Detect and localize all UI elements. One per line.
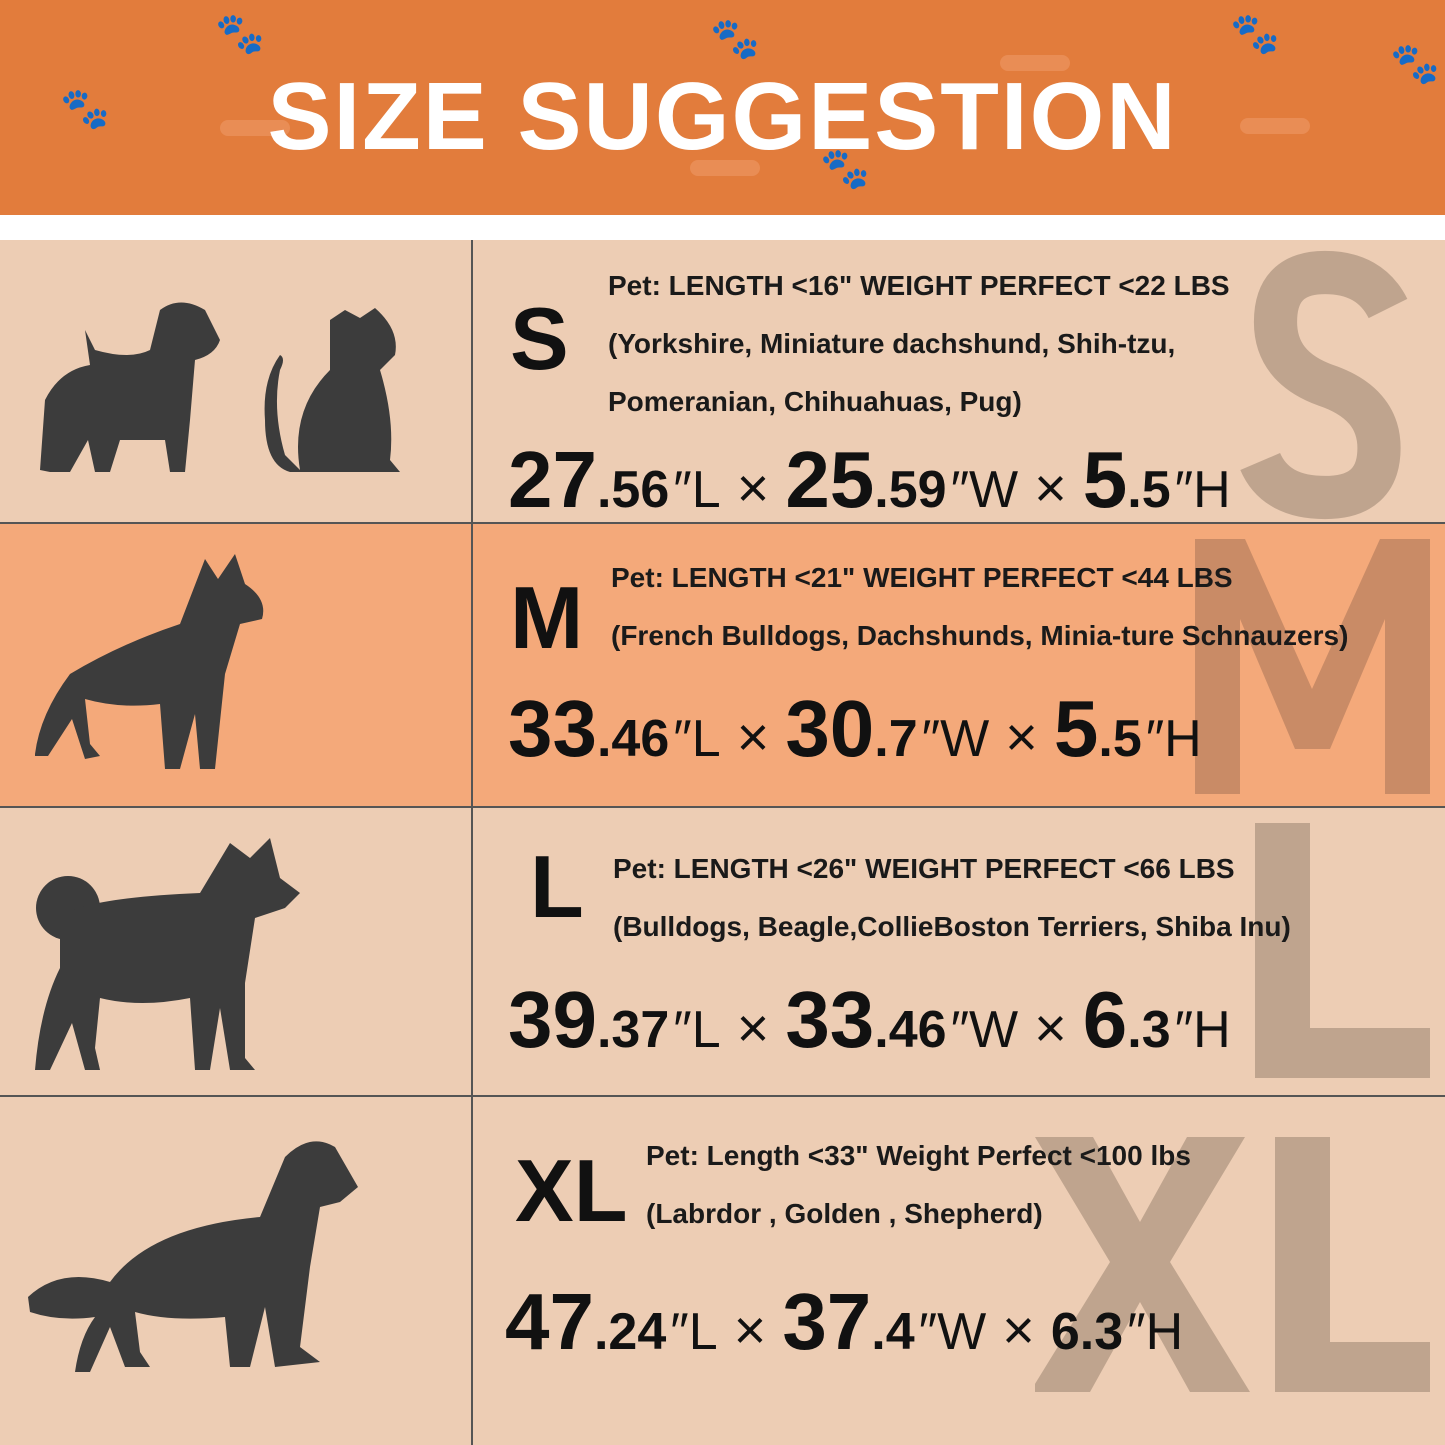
- bed-dimensions: 47.24″L × 37.4″W × 6.3″H: [505, 1277, 1184, 1366]
- times-icon: ×: [1005, 705, 1038, 768]
- paw-icon: 🐾: [60, 87, 110, 131]
- pet-info: Pet: LENGTH <16" WEIGHT PERFECT <22 LBS …: [608, 257, 1230, 431]
- page-title: SIZE SUGGESTION: [267, 63, 1178, 170]
- pet-image: [0, 808, 473, 1095]
- size-watermark: [1255, 823, 1430, 1078]
- pet-info: Pet: Length <33" Weight Perfect <100 lbs…: [646, 1127, 1191, 1243]
- french-bulldog-icon: [35, 554, 264, 769]
- pet-info: Pet: LENGTH <21" WEIGHT PERFECT <44 LBS …: [611, 549, 1348, 665]
- breed-list: (Bulldogs, Beagle,CollieBoston Terriers,…: [613, 911, 1291, 942]
- size-row-m: M Pet: LENGTH <21" WEIGHT PERFECT <44 LB…: [0, 524, 1445, 808]
- times-icon: ×: [1034, 996, 1067, 1059]
- paw-icon: 🐾: [1230, 12, 1280, 56]
- pet-limits: Pet: Length <33" Weight Perfect <100 lbs: [646, 1140, 1191, 1171]
- times-icon: ×: [736, 996, 770, 1059]
- size-watermark: [1035, 1137, 1430, 1392]
- pet-image: [0, 524, 473, 806]
- times-icon: ×: [1002, 1298, 1035, 1361]
- pet-image: [0, 1097, 473, 1445]
- terrier-icon: [40, 302, 220, 472]
- breed-list: (French Bulldogs, Dachshunds, Minia-ture…: [611, 620, 1349, 651]
- pet-limits: Pet: LENGTH <21" WEIGHT PERFECT <44 LBS: [611, 562, 1233, 593]
- times-icon: ×: [733, 1298, 767, 1361]
- size-watermark: [1195, 539, 1430, 794]
- header-banner: 🐾 🐾 🐾 🐾 🐾 🐾 SIZE SUGGESTION: [0, 0, 1445, 215]
- bone-icon: [1000, 55, 1070, 71]
- times-icon: ×: [1034, 456, 1067, 519]
- pet-limits: Pet: LENGTH <16" WEIGHT PERFECT <22 LBS: [608, 270, 1230, 301]
- bed-dimensions: 33.46″L × 30.7″W × 5.5″H: [508, 684, 1202, 773]
- size-letter: M: [510, 568, 584, 667]
- size-letter: L: [530, 837, 584, 936]
- size-row-l: L Pet: LENGTH <26" WEIGHT PERFECT <66 LB…: [0, 808, 1445, 1097]
- pet-image: [0, 240, 473, 522]
- shiba-inu-icon: [35, 838, 300, 1070]
- bed-dimensions: 27.56″L × 25.59″W × 5.5″H: [508, 435, 1231, 524]
- times-icon: ×: [736, 456, 770, 519]
- pet-limits: Pet: LENGTH <26" WEIGHT PERFECT <66 LBS: [613, 853, 1235, 884]
- paw-icon: 🐾: [1390, 42, 1440, 86]
- breed-list: (Labrdor , Golden , Shepherd): [646, 1198, 1043, 1229]
- size-letter: S: [510, 289, 569, 388]
- size-letter: XL: [515, 1141, 628, 1240]
- bone-icon: [1240, 118, 1310, 134]
- times-icon: ×: [736, 705, 770, 768]
- paw-icon: 🐾: [215, 12, 265, 56]
- bone-icon: [690, 160, 760, 176]
- bone-icon: [220, 120, 290, 136]
- pet-info: Pet: LENGTH <26" WEIGHT PERFECT <66 LBS …: [613, 840, 1291, 956]
- paw-icon: 🐾: [820, 147, 870, 191]
- bed-dimensions: 39.37″L × 33.46″W × 6.3″H: [508, 975, 1231, 1064]
- breed-list: Pomeranian, Chihuahuas, Pug): [608, 386, 1022, 417]
- size-row-xl: XL Pet: Length <33" Weight Perfect <100 …: [0, 1097, 1445, 1445]
- breed-list: (Yorkshire, Miniature dachshund, Shih-tz…: [608, 328, 1176, 359]
- golden-retriever-icon: [28, 1141, 358, 1372]
- paw-icon: 🐾: [710, 17, 760, 61]
- size-watermark: [1240, 250, 1408, 520]
- cat-icon: [264, 308, 400, 472]
- size-row-s: S Pet: LENGTH <16" WEIGHT PERFECT <22 LB…: [0, 240, 1445, 524]
